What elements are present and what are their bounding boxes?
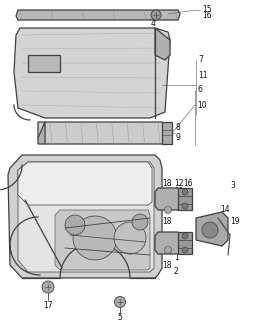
Text: 13: 13 [174,187,184,196]
Circle shape [151,10,161,20]
Text: 6: 6 [197,85,202,94]
Text: 15: 15 [202,4,212,13]
Text: 1: 1 [174,253,179,262]
Text: 18: 18 [162,179,172,188]
Text: 16: 16 [202,12,212,20]
Circle shape [164,206,172,213]
Circle shape [202,222,218,238]
Polygon shape [28,55,60,72]
Text: 18: 18 [162,218,172,227]
Circle shape [132,214,148,230]
Circle shape [182,233,188,239]
Text: 3: 3 [230,180,235,189]
Circle shape [42,281,54,293]
Polygon shape [14,28,170,118]
Text: 16: 16 [183,179,193,188]
Circle shape [73,216,117,260]
Circle shape [114,222,146,254]
Polygon shape [155,28,170,60]
Polygon shape [38,122,168,144]
Polygon shape [196,212,228,246]
Text: 14: 14 [220,205,230,214]
Text: 4: 4 [150,20,155,28]
Polygon shape [55,210,150,270]
Circle shape [164,246,172,253]
Text: 18: 18 [162,260,172,269]
Bar [162,122,172,144]
Polygon shape [16,10,180,20]
Polygon shape [18,162,154,272]
Text: 5: 5 [117,314,122,320]
Text: 17: 17 [43,300,53,309]
Text: 8: 8 [176,124,181,132]
Text: 9: 9 [176,133,181,142]
Circle shape [182,247,188,253]
Text: 19: 19 [230,218,240,227]
Circle shape [182,203,188,209]
Circle shape [115,297,125,308]
Text: 7: 7 [198,55,203,65]
Text: 18: 18 [162,247,172,257]
Text: 2: 2 [174,268,179,276]
Bar [178,232,192,254]
Polygon shape [155,188,182,210]
Polygon shape [155,232,182,254]
Polygon shape [38,122,45,144]
Text: 10: 10 [197,100,207,109]
Bar [178,188,192,210]
Circle shape [182,189,188,195]
Polygon shape [18,162,152,205]
Circle shape [65,215,85,235]
Text: 12: 12 [174,179,183,188]
Polygon shape [8,155,162,278]
Text: H: H [41,60,47,67]
Text: 11: 11 [198,70,208,79]
